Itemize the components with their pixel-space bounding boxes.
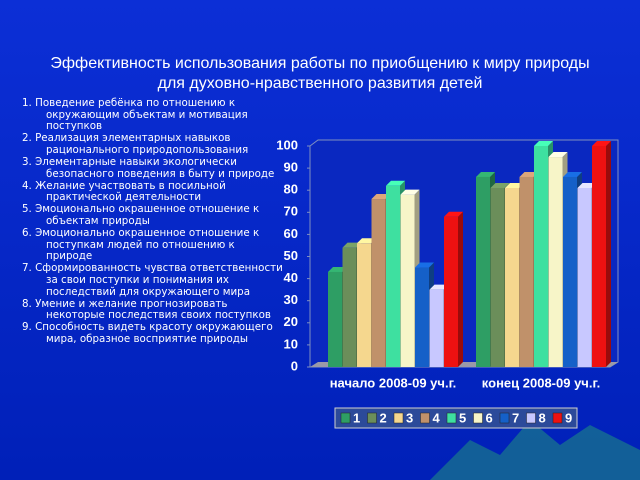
y-tick-label: 10 — [284, 336, 298, 351]
legend-swatch — [393, 412, 404, 424]
slide-title: Эффективность использования работы по пр… — [50, 55, 590, 92]
criterion: 8. Умение и желание прогнозировать некот… — [22, 297, 271, 322]
y-tick-label: 30 — [284, 292, 298, 307]
bar-top — [342, 242, 362, 248]
legend-swatch — [526, 412, 536, 424]
bar — [386, 185, 400, 367]
criterion: 4. Желание участвовать в посильной практ… — [22, 179, 226, 204]
legend-label: 5 — [459, 410, 466, 425]
bar-top — [357, 238, 376, 244]
criterion: 9. Способность видеть красоту окружающег… — [22, 321, 273, 345]
legend-swatch — [499, 412, 510, 424]
legend-label: 7 — [512, 410, 519, 425]
bar-top — [386, 180, 405, 186]
bar — [342, 247, 357, 367]
bar — [444, 216, 458, 367]
criterion: 2. Реализация элементарных навыков рацио… — [22, 132, 249, 156]
bar-top — [476, 171, 495, 177]
criteria-list: 1. Поведение ребёнка по отношению к окру… — [22, 97, 284, 346]
bar — [548, 157, 563, 367]
bar-top — [548, 152, 568, 158]
bar — [490, 187, 505, 367]
y-tick-label: 0 — [291, 358, 298, 373]
bar — [371, 199, 386, 367]
bar — [476, 176, 490, 367]
y-tick-label: 80 — [284, 182, 298, 197]
bar-top — [371, 194, 391, 200]
y-tick-label: 40 — [284, 270, 298, 285]
bar-top — [563, 171, 582, 177]
y-tick-label: 60 — [284, 226, 298, 241]
legend-label: 3 — [406, 410, 413, 425]
legend-label: 8 — [539, 410, 546, 425]
hills — [430, 420, 640, 480]
bar — [534, 146, 548, 367]
y-tick-label: 90 — [284, 160, 298, 175]
bar-top — [505, 182, 524, 188]
bar — [563, 176, 577, 367]
bar-top — [328, 266, 347, 272]
bar-top — [592, 141, 611, 146]
x-tick-label: конец 2008-09 уч.г. — [482, 375, 600, 390]
bar — [357, 243, 371, 367]
legend-swatch — [552, 412, 563, 424]
bar-top — [429, 284, 449, 290]
bar — [400, 194, 415, 367]
legend-label: 2 — [380, 410, 387, 425]
bar-top — [400, 189, 420, 195]
bar-top — [444, 211, 463, 217]
bar-top — [577, 182, 597, 188]
y-tick-label: 70 — [284, 204, 298, 219]
criterion: 3. Элементарные навыки экологически безо… — [22, 155, 275, 180]
y-tick-label: 50 — [284, 248, 298, 263]
bar-side — [458, 211, 463, 367]
bar-side — [606, 141, 611, 367]
y-tick-label: 20 — [284, 314, 298, 329]
bar-top — [534, 141, 553, 146]
bar — [328, 271, 342, 367]
criterion: 7. Сформированность чувства ответственно… — [22, 262, 283, 298]
y-tick-label: 100 — [276, 137, 298, 152]
criterion: 5. Эмоционально окрашенное отношение к о… — [22, 203, 260, 227]
bar — [429, 289, 444, 367]
bar-top — [519, 171, 539, 177]
legend-label: 6 — [486, 410, 493, 425]
bar — [505, 187, 519, 367]
legend-label: 1 — [353, 410, 360, 425]
x-tick-label: начало 2008-09 уч.г. — [330, 375, 457, 390]
legend-label: 9 — [565, 410, 572, 425]
legend-swatch — [340, 412, 351, 424]
bar — [592, 146, 606, 367]
legend-swatch — [367, 412, 377, 424]
bar-top — [490, 182, 510, 188]
bar — [415, 267, 429, 367]
legend-swatch — [446, 412, 457, 424]
criterion: 1. Поведение ребёнка по отношению к окру… — [22, 97, 248, 133]
legend-swatch — [473, 412, 483, 424]
bar-top — [415, 262, 434, 268]
legend-swatch — [420, 412, 430, 424]
criterion: 6. Эмоционально окрашенное отношение к п… — [22, 227, 260, 263]
bar — [519, 176, 534, 367]
legend-label: 4 — [433, 410, 441, 425]
bar — [577, 187, 592, 367]
